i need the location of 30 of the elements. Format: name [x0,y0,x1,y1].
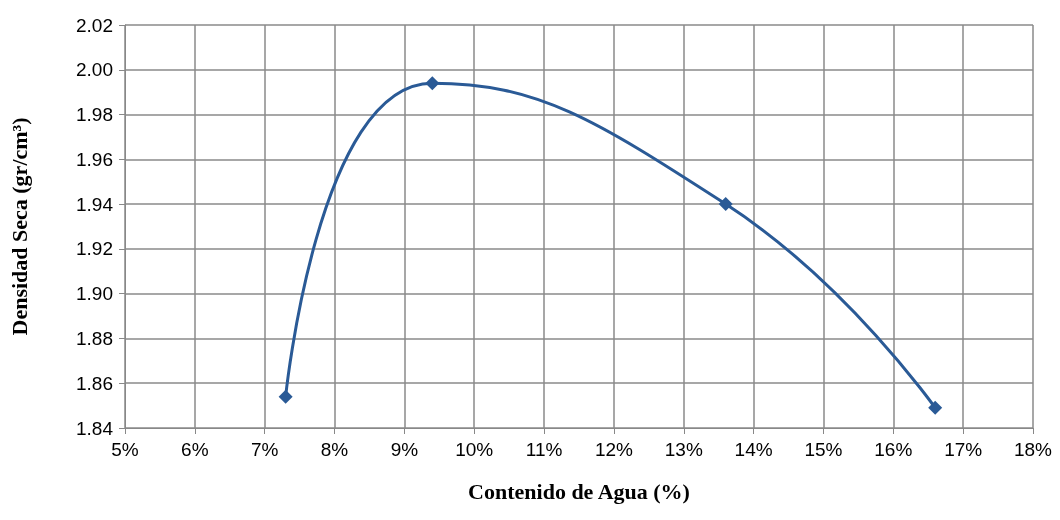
x-tick-label: 12% [594,439,634,460]
y-tick-label: 1.96 [76,148,113,170]
y-tick-label: 1.94 [76,193,114,215]
x-tick-label: 17% [944,439,983,460]
x-tick-label: 13% [664,439,703,460]
x-tick-label: 14% [734,439,773,460]
y-tick-label: 2.00 [76,59,113,81]
y-tick-label: 1.98 [76,104,113,126]
x-tick-label: 11% [525,439,563,460]
y-tick-label: 1.92 [76,238,113,260]
x-tick-label: 7% [250,439,279,460]
x-tick-label: 10% [455,439,494,460]
x-tick-label: 18% [1013,439,1053,460]
point [278,389,293,404]
y-tick-label: 1.88 [76,327,113,349]
y-tick-label: 1.86 [76,372,113,394]
point [425,76,440,91]
point [928,400,943,415]
y-axis-title: Densidad Seca (gr/cm³) [6,117,32,336]
x-tick-label: 15% [804,439,843,460]
x-axis-title: Contenido de Agua (%) [468,478,690,504]
y-tick-label: 1.84 [76,417,114,439]
x-tick-label: 5% [111,439,139,460]
x-tick-label: 6% [181,439,209,460]
point [718,197,733,212]
x-tick-label: 8% [320,439,349,460]
y-tick-label: 1.90 [76,283,113,305]
x-tick-label: 9% [390,439,419,460]
y-tick-label: 2.02 [76,14,113,36]
x-tick-label: 16% [874,439,913,460]
